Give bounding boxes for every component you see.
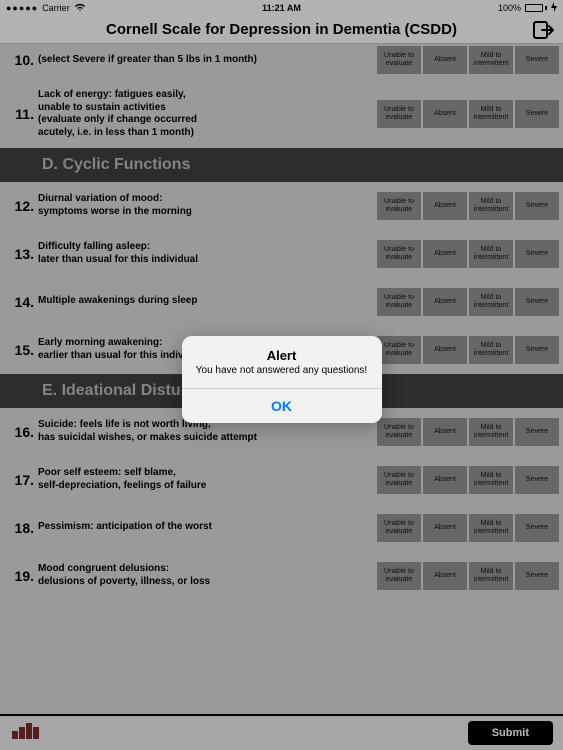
alert-ok-button[interactable]: OK (182, 389, 382, 423)
alert-message: You have not answered any questions! (182, 365, 382, 388)
alert-dialog: Alert You have not answered any question… (182, 336, 382, 423)
alert-title: Alert (182, 336, 382, 365)
